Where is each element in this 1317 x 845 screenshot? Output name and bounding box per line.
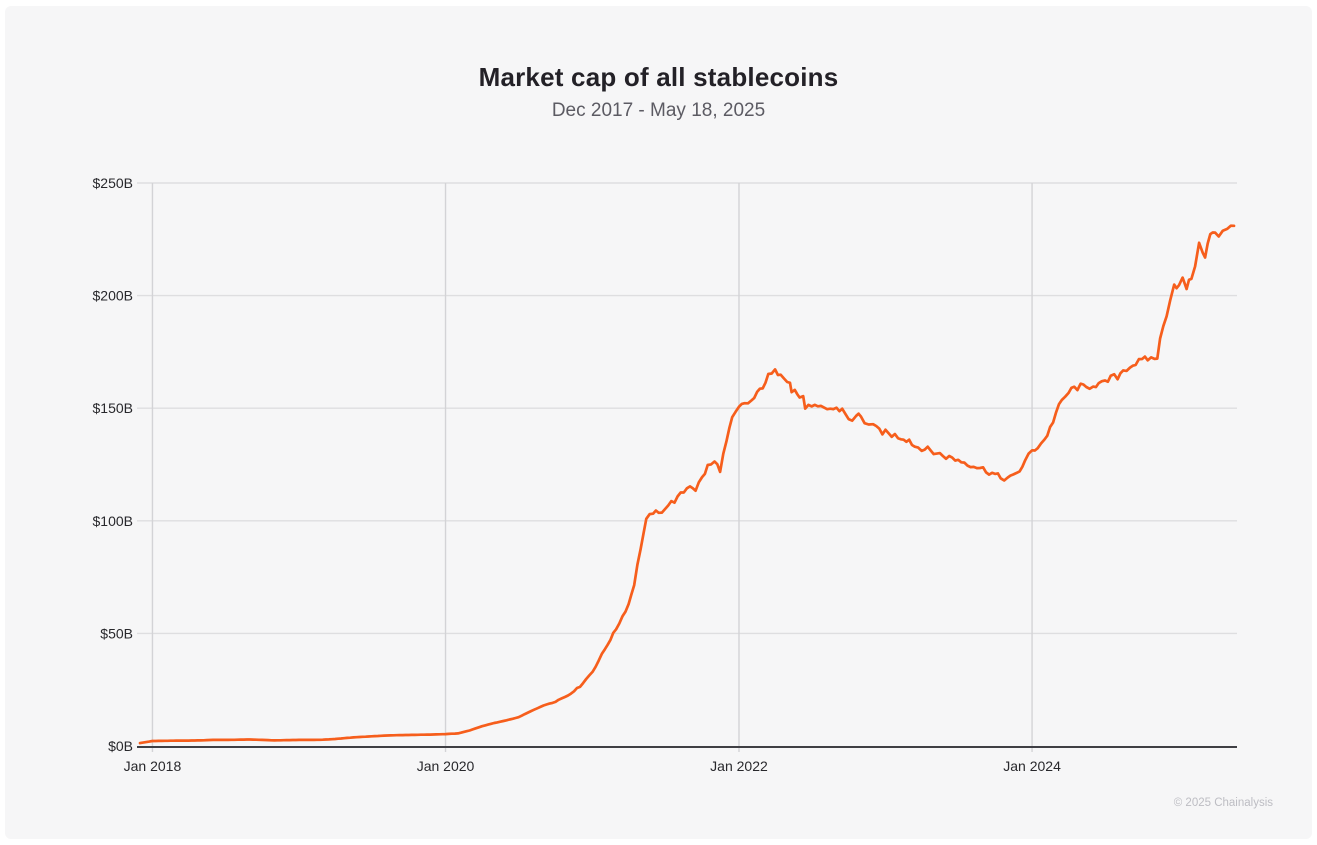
attribution: © 2025 Chainalysis — [1173, 797, 1273, 809]
vertical-gridlines — [151, 183, 1033, 752]
chart-title: Market cap of all stablecoins — [478, 62, 839, 92]
market-cap-line-series — [138, 224, 1236, 745]
x-tick-label: Jan 2022 — [710, 758, 768, 774]
market-cap-line — [138, 224, 1236, 745]
x-tick-label: Jan 2024 — [1003, 758, 1061, 774]
x-tick-label: Jan 2020 — [417, 758, 475, 774]
horizontal-gridlines — [137, 182, 1237, 635]
x-tick-label: Jan 2018 — [124, 758, 182, 774]
y-tick-label: $100B — [93, 513, 133, 529]
y-axis-labels: $0B $50B $100B $150B $200B $250B — [93, 175, 133, 754]
y-tick-label: $150B — [93, 400, 133, 416]
y-tick-label: $250B — [93, 175, 133, 191]
y-tick-label: $50B — [100, 625, 133, 641]
chart-subtitle: Dec 2017 - May 18, 2025 — [551, 100, 766, 121]
chart-card — [5, 6, 1312, 839]
y-tick-label: $200B — [93, 288, 133, 304]
x-axis-labels: Jan 2018 Jan 2020 Jan 2022 Jan 2024 — [124, 758, 1061, 774]
y-tick-label: $0B — [108, 738, 133, 754]
